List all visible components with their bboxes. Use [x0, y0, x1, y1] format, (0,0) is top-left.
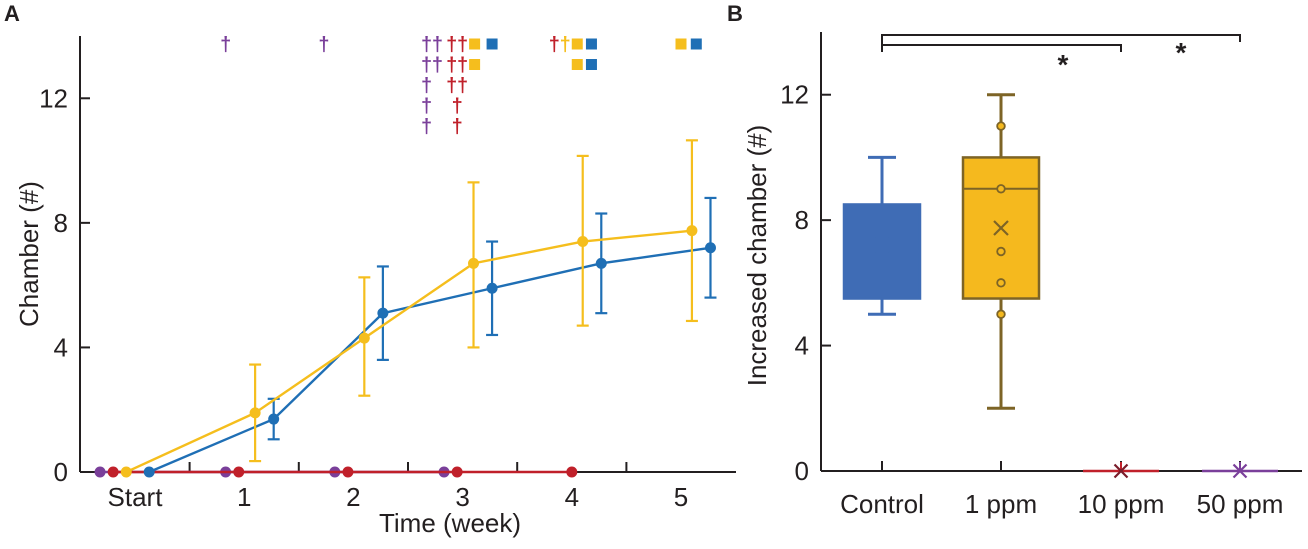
outlier-point	[996, 278, 1006, 288]
data-point	[468, 257, 480, 269]
data-point	[704, 242, 716, 254]
mortality-dagger-marker: †	[549, 34, 560, 56]
y-tick-label: 8	[795, 205, 809, 235]
panel-label-b: B	[727, 1, 743, 26]
mean-marker	[993, 220, 1009, 236]
x-tick-label: 10 ppm	[1078, 489, 1165, 519]
y-tick-label: 0	[795, 456, 809, 486]
event-square-marker	[571, 59, 583, 70]
y-tick-label: 8	[54, 208, 68, 238]
event-square-marker	[571, 38, 583, 50]
event-square-marker	[675, 38, 687, 50]
data-point	[566, 466, 578, 478]
y-tick-label: 0	[54, 457, 68, 487]
data-point	[268, 413, 280, 425]
panel-b-box-plot: 0 4 8 12 Control 1 ppm 10 ppm 50 ppm Increased c…	[742, 32, 1302, 519]
data-point	[107, 466, 119, 478]
mortality-dagger-marker: †	[421, 75, 432, 97]
outlier-point	[996, 246, 1006, 257]
x-tick-label: 1	[237, 482, 251, 512]
mortality-dagger-marker: †	[220, 34, 231, 56]
event-square-marker	[585, 38, 597, 50]
mortality-dagger-marker: †	[421, 96, 432, 118]
x-tick-label: 1 ppm	[965, 489, 1037, 519]
x-tick-label: 4	[565, 482, 579, 512]
mortality-dagger-marker: †	[421, 55, 432, 77]
significance-bracket-10ppm	[881, 44, 1122, 52]
event-square-marker	[469, 59, 481, 70]
mortality-dagger-marker: †	[432, 34, 443, 56]
data-point	[143, 466, 155, 478]
event-square-marker	[486, 38, 498, 50]
event-square-marker	[469, 38, 481, 50]
mortality-dagger-marker: †	[457, 75, 468, 97]
outlier-point	[996, 184, 1006, 194]
y-tick-label: 12	[780, 80, 809, 110]
data-point	[358, 332, 370, 344]
x-tick-label: 2	[346, 482, 360, 512]
series-line-control	[148, 246, 711, 474]
data-point	[377, 307, 389, 319]
data-point	[342, 466, 354, 478]
y-tick-label: 4	[54, 332, 68, 362]
outlier-point	[996, 309, 1006, 319]
mortality-dagger-marker: †	[457, 34, 468, 56]
data-point	[94, 466, 106, 478]
significance-star: *	[1058, 49, 1069, 80]
y-tick-label: 4	[795, 331, 809, 361]
x-axis-title: Time (week)	[379, 508, 521, 538]
data-point	[486, 282, 498, 294]
mean-marker	[1113, 463, 1129, 479]
mortality-dagger-marker: †	[452, 96, 463, 118]
data-point	[233, 466, 245, 478]
x-tick-label: 50 ppm	[1197, 489, 1284, 519]
significance-bracket-50ppm	[881, 34, 1241, 46]
mortality-dagger-marker: †	[421, 34, 432, 56]
y-axis-title: Chamber (#)	[14, 181, 44, 327]
mortality-dagger-marker: †	[446, 55, 457, 77]
data-point	[577, 236, 589, 248]
event-square-marker	[585, 59, 597, 70]
x-tick-label: 5	[674, 482, 688, 512]
data-point	[686, 225, 698, 237]
y-axis-title: Increased chamber (#)	[742, 125, 772, 387]
data-point	[120, 466, 132, 478]
mortality-dagger-marker: †	[446, 75, 457, 97]
series-line-1-ppm	[125, 229, 693, 474]
data-point	[595, 257, 607, 269]
mortality-dagger-marker: †	[318, 34, 329, 56]
data-point	[451, 466, 463, 478]
data-point	[249, 407, 261, 419]
y-tick-label: 12	[39, 83, 68, 113]
panel-label-a: A	[4, 1, 20, 26]
mean-marker	[874, 237, 890, 254]
mortality-dagger-marker: †	[560, 34, 571, 56]
mortality-dagger-marker: †	[452, 116, 463, 138]
mortality-dagger-marker: †	[421, 116, 432, 138]
x-tick-label: Start	[108, 482, 164, 512]
outlier-point	[996, 121, 1006, 131]
mortality-dagger-marker: †	[457, 55, 468, 77]
mean-marker	[1232, 463, 1248, 479]
x-tick-label: 3	[455, 482, 469, 512]
mortality-dagger-marker: †	[432, 55, 443, 77]
significance-star: *	[1176, 37, 1187, 68]
event-square-marker	[690, 38, 702, 50]
x-tick-label: Control	[840, 489, 924, 519]
mortality-dagger-marker: †	[446, 34, 457, 56]
